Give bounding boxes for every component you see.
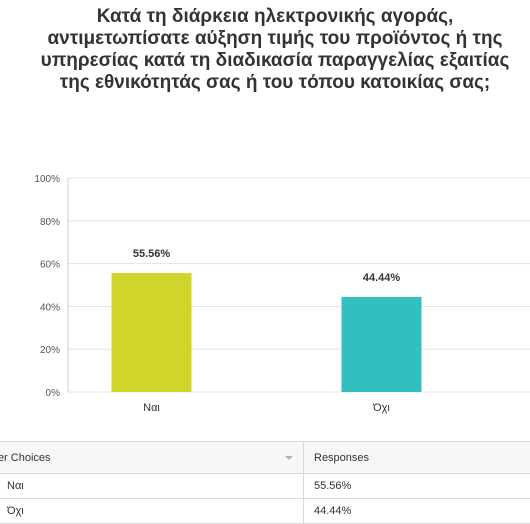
x-tick-label: Ναι xyxy=(143,402,160,414)
sort-caret-icon[interactable] xyxy=(285,456,293,460)
table-row: Ναι 55.56% xyxy=(0,474,530,499)
answer-choices-header[interactable]: wer Choices xyxy=(0,442,304,473)
table-row: Όχι 44.44% xyxy=(0,499,530,524)
y-tick-label: 100% xyxy=(34,174,60,185)
choice-label: Ναι xyxy=(7,480,24,492)
y-tick-label: 80% xyxy=(40,217,60,228)
chart-svg: 0% 20% 40% 60% 80% 100% 55.56% Ναι 44.44% Όχι xyxy=(34,174,530,414)
table-header-row: wer Choices Responses xyxy=(0,442,530,474)
bar xyxy=(111,273,192,392)
choice-label: Όχι xyxy=(7,505,24,517)
x-tick-label: Όχι xyxy=(372,402,390,414)
question-title: Κατά τη διάρκεια ηλεκτρονικής αγοράς, αν… xyxy=(40,6,510,93)
bar-chart: 0% 20% 40% 60% 80% 100% 55.56% Ναι 44.44% Όχι xyxy=(0,168,530,418)
response-value: 44.44% xyxy=(314,505,352,517)
y-tick-label: 0% xyxy=(46,388,61,399)
responses-table: wer Choices Responses Ναι 55.56% Όχι 44.… xyxy=(0,441,530,524)
data-label: 55.56% xyxy=(133,248,171,260)
response-value: 55.56% xyxy=(314,480,352,492)
responses-header: Responses xyxy=(314,451,370,464)
y-tick-label: 60% xyxy=(40,260,60,271)
y-tick-label: 40% xyxy=(40,302,60,313)
data-label: 44.44% xyxy=(363,272,401,284)
bar xyxy=(341,296,422,392)
y-tick-label: 20% xyxy=(40,345,60,356)
answer-choices-header-label: wer Choices xyxy=(0,451,51,464)
